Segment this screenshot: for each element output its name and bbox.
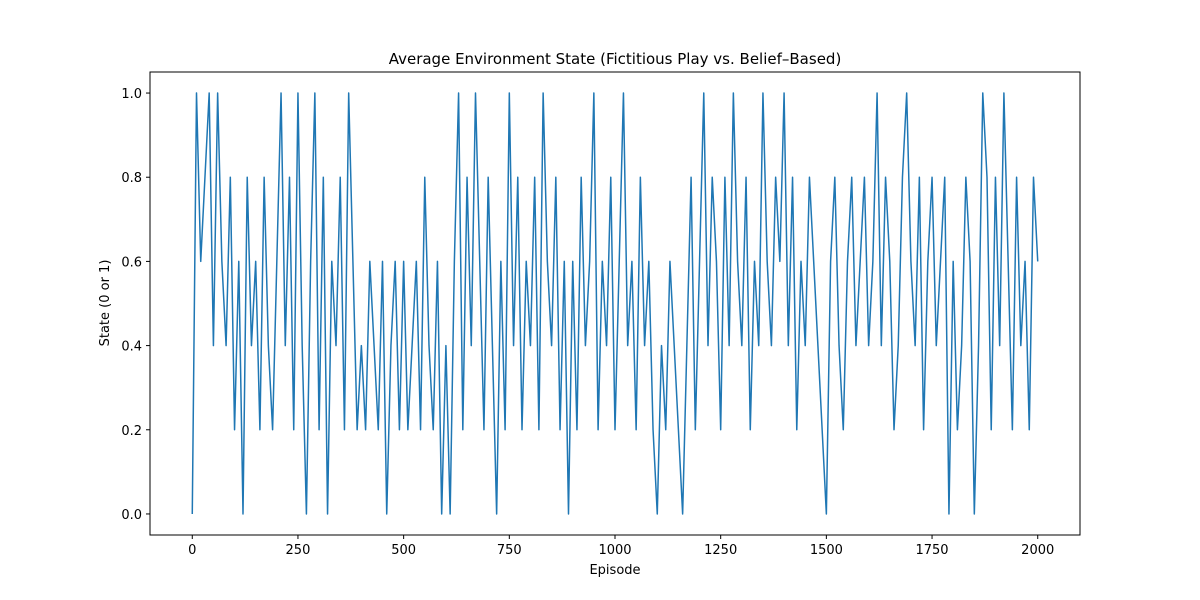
y-tick-label: 0.8 xyxy=(121,171,142,186)
y-tick-label: 0.0 xyxy=(121,508,142,523)
data-line xyxy=(191,92,1039,515)
x-tick-label: 1000 xyxy=(598,543,631,558)
x-tick-label: 250 xyxy=(286,543,311,558)
y-tick-label: 1.0 xyxy=(121,87,142,102)
y-tick-label: 0.4 xyxy=(121,340,142,355)
y-tick-label: 0.2 xyxy=(121,424,142,439)
chart-title: Average Environment State (Fictitious Pl… xyxy=(389,50,842,68)
x-tick-label: 750 xyxy=(497,543,522,558)
y-axis-label: State (0 or 1) xyxy=(98,260,113,347)
x-tick-label: 2000 xyxy=(1021,543,1054,558)
plot-frame xyxy=(149,71,1081,536)
x-axis-label: Episode xyxy=(589,563,640,578)
x-tick-label: 500 xyxy=(391,543,416,558)
x-tick-label: 1500 xyxy=(810,543,843,558)
x-tick-label: 0 xyxy=(188,543,196,558)
x-tick-label: 1250 xyxy=(704,543,737,558)
x-tick-label: 1750 xyxy=(915,543,948,558)
y-tick-label: 0.6 xyxy=(121,255,142,270)
